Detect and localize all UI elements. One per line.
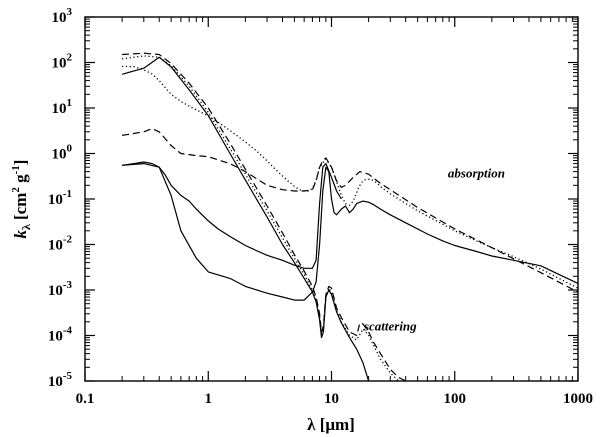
x-tick-label: 1 (205, 391, 213, 407)
y-tick-label: 10-3 (48, 279, 73, 299)
series-line-absorption-dotted (122, 65, 578, 289)
y-tick-label: 10-1 (48, 188, 72, 208)
series-layer (121, 52, 578, 381)
series-line-scattering-dashed (122, 52, 406, 381)
series-line-absorption-solid-continued (122, 161, 342, 269)
y-axis-label-sub: λ (19, 224, 33, 230)
y-axis-label-unit-open: [cm (11, 193, 30, 220)
y-tick-label: 10-4 (48, 325, 73, 345)
y-tick-label: 102 (52, 52, 73, 72)
labels-layer: 0.1 1 10 100 1000 10-5 10-4 10-3 10-2 10-1 100 101 1… (48, 6, 593, 407)
x-tick-label: 1000 (563, 391, 593, 407)
y-axis-label-unit-exp2: -1 (10, 165, 22, 174)
series-line-absorption-solid (122, 163, 578, 301)
x-axis-label: λ [μm] (307, 415, 355, 434)
y-tick-label: 10-2 (48, 234, 73, 254)
y-axis-label-unit-mid: g (11, 174, 30, 187)
y-axis-label-main: k (11, 229, 30, 238)
x-tick-label: 100 (444, 391, 467, 407)
y-axis-label: kλ [cm2 g-1] (10, 160, 33, 239)
y-tick-label: 103 (52, 6, 73, 26)
series-line-scattering-dotted (122, 55, 400, 381)
annotation-scattering: scattering (363, 318, 417, 333)
x-tick-label: 10 (324, 391, 339, 407)
y-tick-label: 101 (52, 97, 73, 117)
series-line-scattering-solid (121, 56, 370, 381)
ticks-layer (84, 16, 579, 382)
y-axis-label-unit-exp1: 2 (10, 187, 22, 193)
y-axis-label-unit-close: ] (11, 160, 30, 166)
series-line-absorption-dashed (122, 128, 578, 293)
y-tick-label: 10-5 (48, 370, 73, 390)
y-tick-label: 100 (52, 143, 73, 163)
annotation-absorption: absorption (448, 165, 505, 180)
x-tick-label: 0.1 (76, 391, 95, 407)
